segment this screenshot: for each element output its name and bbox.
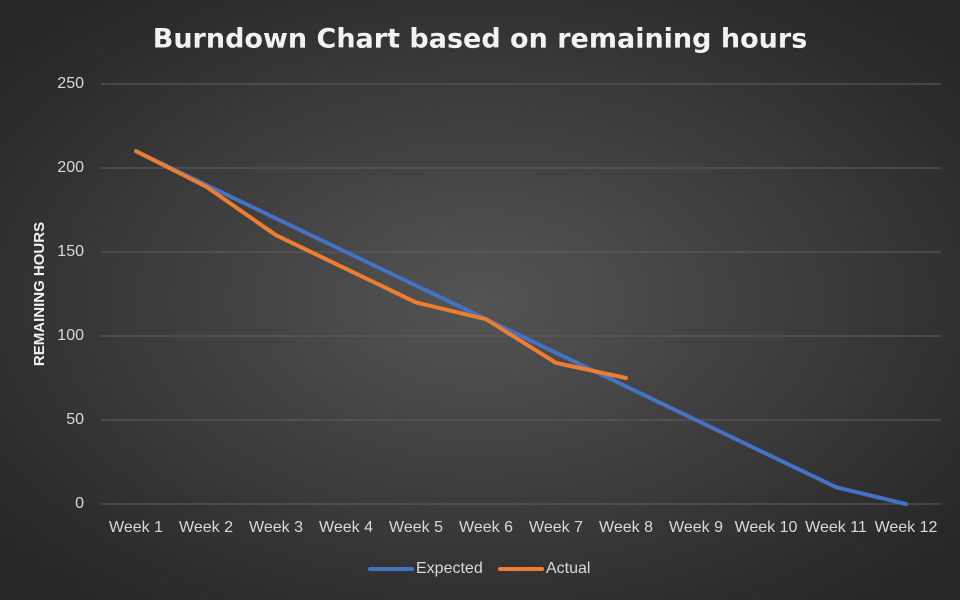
y-tick-label: 250 (57, 75, 84, 92)
x-tick-label: Week 2 (179, 519, 233, 536)
y-tick-label: 200 (57, 159, 84, 176)
x-tick-label: Week 9 (669, 519, 723, 536)
x-tick-label: Week 10 (735, 519, 798, 536)
x-tick-label: Week 8 (599, 519, 653, 536)
x-tick-label: Week 12 (875, 519, 938, 536)
legend-label: Expected (416, 560, 483, 577)
legend-label: Actual (546, 560, 590, 577)
x-tick-label: Week 11 (805, 519, 867, 536)
y-tick-label: 100 (57, 327, 84, 344)
y-tick-label: 50 (66, 411, 84, 428)
x-tick-label: Week 6 (459, 519, 513, 536)
chart-title: Burndown Chart based on remaining hours (153, 24, 808, 55)
x-tick-label: Week 5 (389, 519, 443, 536)
y-tick-label: 0 (75, 495, 84, 512)
x-tick-label: Week 7 (529, 519, 583, 536)
y-axis-title: REMAINING HOURS (31, 222, 48, 366)
x-tick-label: Week 4 (319, 519, 373, 536)
series-line (134, 149, 628, 380)
series-line (134, 149, 908, 506)
y-tick-label: 150 (57, 243, 84, 260)
x-tick-label: Week 1 (109, 519, 163, 536)
x-tick-label: Week 3 (249, 519, 303, 536)
